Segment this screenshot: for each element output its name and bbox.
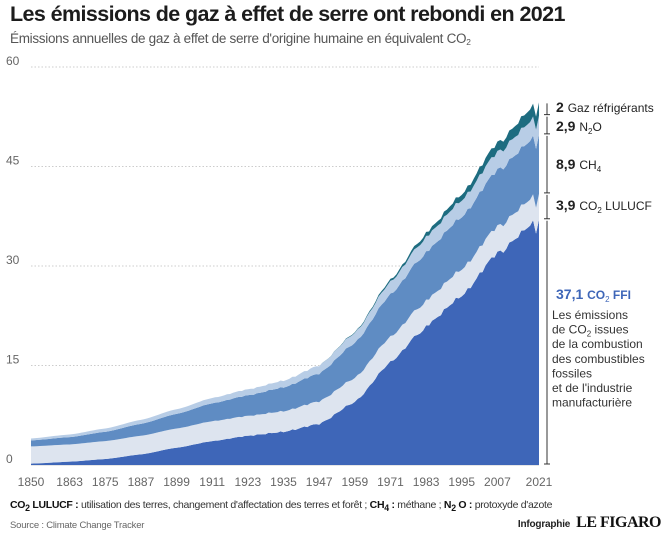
y-tick-label: 60 — [6, 54, 20, 68]
y-tick-label: 0 — [6, 452, 13, 466]
ffi-note-line: manufacturière — [552, 396, 632, 410]
footnote-term-co2: CO2 LULUCF : — [10, 499, 79, 514]
emissions-area-chart: 0 15 30 45 60 1850 1863 1875 1887 1899 1911 1923 193… — [6, 54, 654, 489]
footnote: CO2 LULUCF : utilisation des terres, cha… — [10, 499, 665, 513]
y-tick-label: 45 — [6, 154, 20, 168]
series-label: 2 Gaz réfrigérants — [556, 99, 654, 115]
x-tick-label: 1983 — [413, 475, 440, 489]
ffi-note-line: de CO2 issues — [552, 323, 629, 339]
le-figaro-logo: LE FIGARO — [576, 514, 661, 531]
x-tick-label: 1875 — [92, 475, 119, 489]
ffi-note-line: et de l'industrie — [552, 381, 633, 395]
area-series — [31, 134, 539, 447]
x-tick-label: 1850 — [18, 475, 45, 489]
subtitle-text: Émissions annuelles de gaz à effet de se… — [10, 31, 467, 46]
x-tick-label: 1971 — [377, 475, 404, 489]
x-tick-label: 1947 — [306, 475, 333, 489]
x-tick-label: 1887 — [128, 475, 155, 489]
x-tick-label: 2021 — [526, 475, 553, 489]
footnote-desc-n2o: protoxyde d'azote — [472, 499, 553, 511]
footnote-desc-ch4: méthane ; — [394, 499, 444, 511]
credit-label: Infographie — [517, 519, 571, 530]
x-tick-label: 1899 — [163, 475, 190, 489]
x-tick-label: 1863 — [56, 475, 83, 489]
credit: Infographie LE FIGARO — [517, 514, 662, 532]
ffi-note-line: des combustibles — [552, 352, 645, 366]
x-tick-label: 1995 — [448, 475, 475, 489]
ffi-note-line: de la combustion — [552, 337, 643, 351]
y-tick-label: 30 — [6, 253, 20, 267]
chart-subtitle: Émissions annuelles de gaz à effet de se… — [10, 31, 660, 47]
subtitle-subscript: 2 — [466, 37, 471, 48]
x-tick-label: 1923 — [235, 475, 262, 489]
x-tick-label: 2007 — [484, 475, 511, 489]
ffi-note-line: Les émissions — [552, 308, 628, 322]
series-label: 3,9 CO2 LULUCF — [556, 197, 652, 215]
source-note: Source : Climate Change Tracker — [10, 520, 145, 531]
series-label: 8,9 CH4 — [556, 156, 602, 174]
x-tick-label: 1935 — [270, 475, 297, 489]
y-tick-label: 15 — [6, 353, 20, 367]
chart-title: Les émissions de gaz à effet de serre on… — [10, 2, 565, 26]
ffi-note-line: fossiles — [552, 366, 592, 380]
footnote-desc-lulucf: utilisation des terres, changement d'aff… — [78, 499, 370, 511]
footnote-term-n2o: N2 O : — [443, 499, 473, 514]
footnote-term-ch4: CH4 : — [369, 499, 395, 514]
x-tick-label: 1959 — [341, 475, 368, 489]
x-tick-label: 1911 — [199, 475, 225, 489]
series-label: 2,9 N2O — [556, 118, 602, 136]
area-series — [31, 219, 539, 465]
series-label: 37,1 CO2 FFI — [556, 286, 631, 304]
